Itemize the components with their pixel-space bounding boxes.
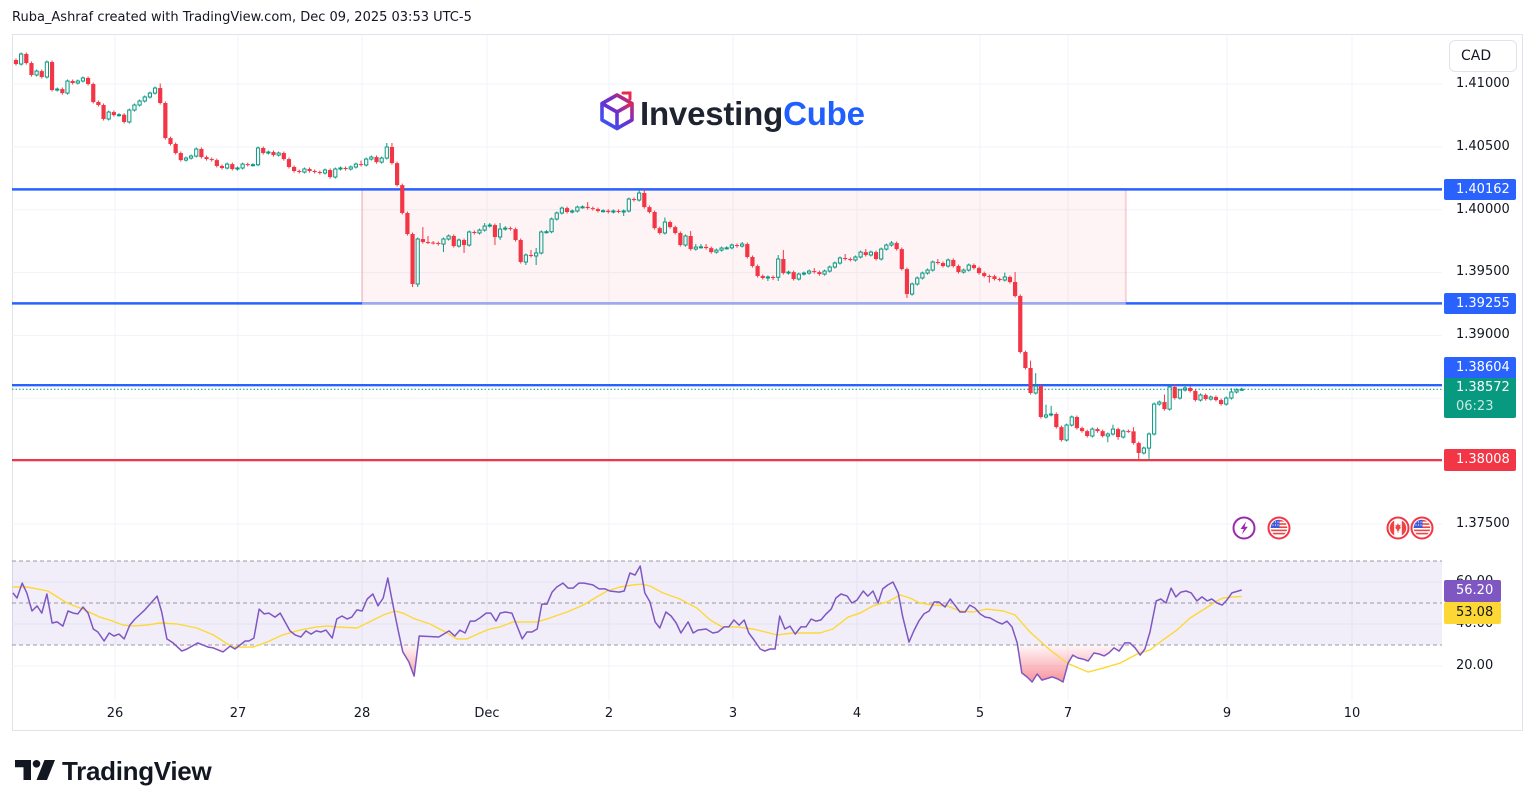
time-tick: 9 [1222, 706, 1232, 721]
lightning-icon[interactable] [1232, 516, 1256, 540]
time-tick: 28 [353, 706, 371, 721]
rsi-ma-value-label: 53.08 [1444, 602, 1501, 624]
time-tick: 4 [852, 706, 862, 721]
watermark-wordmark: InvestingCube [640, 96, 865, 132]
price-tick: 1.41000 [1456, 76, 1510, 91]
attribution-text: Ruba_Ashraf created with TradingView.com… [12, 10, 472, 25]
price-tick: 1.39000 [1456, 327, 1510, 342]
price-tick: 1.37500 [1456, 516, 1510, 531]
rsi-tick: 20.00 [1456, 658, 1494, 673]
time-tick: 10 [1343, 706, 1361, 721]
tradingview-logo-icon [15, 760, 55, 780]
bar-countdown: 06:23 [1456, 399, 1494, 414]
time-tick: 5 [975, 706, 985, 721]
rsi-indicator [12, 560, 1442, 683]
last-price-label: 1.38572 06:23 [1444, 378, 1516, 418]
rsi-line [12, 565, 1242, 683]
rsi-value-label: 56.20 [1444, 580, 1501, 602]
candlestick-series [13, 52, 1244, 461]
cube-logo-icon [600, 91, 634, 131]
currency-button[interactable]: CAD [1449, 40, 1517, 72]
canada-flag-icon[interactable] [1386, 516, 1410, 540]
price-label-line-4: 1.38008 [1444, 449, 1516, 471]
time-tick: 3 [728, 706, 738, 721]
us-flag-icon[interactable] [1267, 516, 1291, 540]
investingcube-watermark: InvestingCube [597, 89, 897, 135]
us-flag-icon[interactable] [1410, 516, 1434, 540]
time-tick: 2 [604, 706, 614, 721]
time-tick: 26 [106, 706, 124, 721]
price-label-line-2: 1.39255 [1444, 293, 1516, 314]
watermark-brand-left: Investing [640, 95, 784, 132]
price-tick: 1.40500 [1456, 139, 1510, 154]
price-tick: 1.39500 [1456, 264, 1510, 279]
price-label-line-3: 1.38604 [1444, 357, 1516, 378]
price-label-line-1: 1.40162 [1444, 179, 1516, 200]
time-tick: Dec [474, 706, 500, 721]
watermark-brand-right: Cube [783, 95, 865, 132]
price-tick: 1.40000 [1456, 202, 1510, 217]
time-tick: 27 [229, 706, 247, 721]
time-tick: 7 [1063, 706, 1073, 721]
tradingview-wordmark: TradingView [62, 756, 212, 786]
last-price-value: 1.38572 [1456, 380, 1510, 395]
